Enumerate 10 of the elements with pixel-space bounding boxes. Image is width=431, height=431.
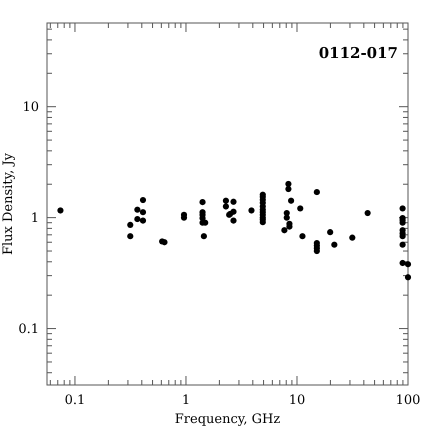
y-tick-label: 1 (30, 211, 39, 226)
x-tick-label: 10 (288, 393, 306, 408)
y-tick-label: 0.1 (18, 322, 39, 338)
x-tick-label: 100 (396, 393, 420, 408)
x-tick-label: 0.1 (64, 393, 86, 408)
x-axis-title: Frequency, GHz (174, 412, 280, 427)
text: 0112-017 (318, 44, 398, 62)
y-axis-title: Flux Density, Jy (1, 152, 16, 255)
x-tick-label: 1 (182, 393, 190, 408)
y-tick-label: 10 (22, 100, 39, 116)
